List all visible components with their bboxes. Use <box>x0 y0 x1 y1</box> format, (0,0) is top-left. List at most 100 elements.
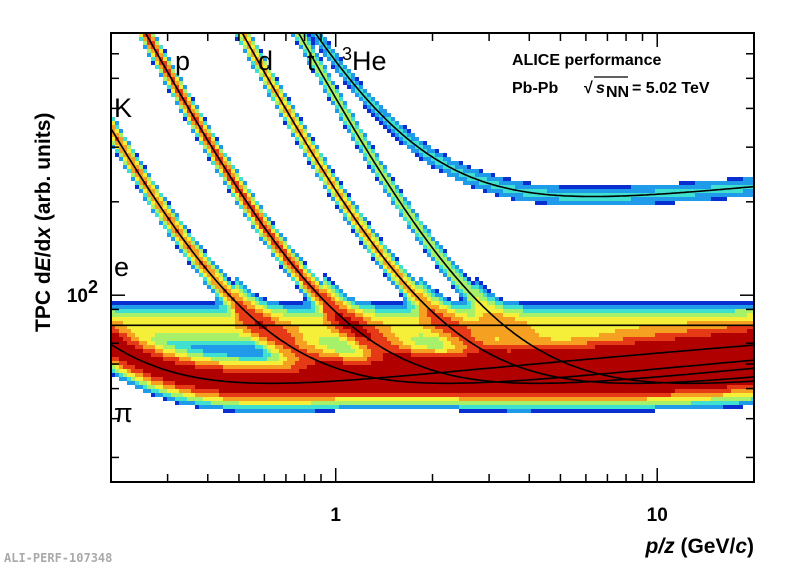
heatmap-cell <box>131 381 135 385</box>
heatmap-cell <box>495 337 499 341</box>
heatmap-cell <box>439 261 443 265</box>
heatmap-cell <box>371 97 375 101</box>
heatmap-cell <box>283 321 287 325</box>
heatmap-cell <box>275 365 279 369</box>
heatmap-cell <box>403 269 407 273</box>
heatmap-cell <box>559 317 563 321</box>
heatmap-cell <box>155 357 159 361</box>
heatmap-cell <box>415 137 419 141</box>
heatmap-cell <box>463 317 467 321</box>
heatmap-cell <box>359 149 363 153</box>
heatmap-cell <box>239 289 243 293</box>
heatmap-cell <box>267 405 271 409</box>
heatmap-cell <box>399 129 403 133</box>
heatmap-cell <box>583 309 587 313</box>
heatmap-cell <box>595 189 599 193</box>
heatmap-cell <box>191 369 195 373</box>
heatmap-cell <box>443 349 447 353</box>
heatmap-cell <box>227 277 231 281</box>
heatmap-cell <box>155 301 159 305</box>
heatmap-cell <box>419 341 423 345</box>
heatmap-cell <box>331 313 335 317</box>
heatmap-cell <box>367 245 371 249</box>
heatmap-cell <box>319 401 323 405</box>
heatmap-cell <box>271 253 275 257</box>
heatmap-cell <box>339 361 343 365</box>
heatmap-cell <box>207 337 211 341</box>
heatmap-cell <box>459 269 463 273</box>
heatmap-cell <box>375 393 379 397</box>
heatmap-cell <box>367 333 371 337</box>
heatmap-cell <box>111 321 115 325</box>
heatmap-cell <box>263 329 267 333</box>
heatmap-cell <box>159 201 163 205</box>
heatmap-cell <box>335 301 339 305</box>
heatmap-cell <box>183 233 187 237</box>
heatmap-cell <box>575 201 579 205</box>
heatmap-cell <box>315 389 319 393</box>
heatmap-cell <box>515 353 519 357</box>
heatmap-cell <box>495 361 499 365</box>
heatmap-cell <box>411 389 415 393</box>
heatmap-cell <box>299 377 303 381</box>
heatmap-cell <box>375 381 379 385</box>
heatmap-cell <box>371 369 375 373</box>
heatmap-cell <box>427 361 431 365</box>
heatmap-cell <box>523 385 527 389</box>
heatmap-cell <box>175 97 179 101</box>
heatmap-cell <box>555 325 559 329</box>
heatmap-cell <box>403 389 407 393</box>
heatmap-cell <box>455 285 459 289</box>
heatmap-cell <box>163 201 167 205</box>
heatmap-cell <box>239 357 243 361</box>
heatmap-cell <box>375 401 379 405</box>
heatmap-cell <box>511 317 515 321</box>
heatmap-cell <box>443 161 447 165</box>
heatmap-cell <box>571 197 575 201</box>
heatmap-cell <box>359 353 363 357</box>
heatmap-cell <box>255 341 259 345</box>
heatmap-cell <box>363 333 367 337</box>
heatmap-cell <box>239 409 243 413</box>
heatmap-cell <box>259 389 263 393</box>
heatmap-cell <box>315 289 319 293</box>
heatmap-cell <box>403 321 407 325</box>
heatmap-cell <box>319 289 323 293</box>
heatmap-cell <box>587 341 591 345</box>
heatmap-cell <box>227 185 231 189</box>
heatmap-cell <box>195 345 199 349</box>
heatmap-cell <box>151 33 155 37</box>
heatmap-cell <box>471 177 475 181</box>
heatmap-cell <box>167 337 171 341</box>
heatmap-cell <box>423 241 427 245</box>
heatmap-cell <box>303 317 307 321</box>
heatmap-cell <box>583 321 587 325</box>
heatmap-cell <box>295 285 299 289</box>
heatmap-cell <box>519 333 523 337</box>
heatmap-cell <box>347 345 351 349</box>
heatmap-cell <box>223 345 227 349</box>
heatmap-cell <box>307 369 311 373</box>
heatmap-cell <box>507 397 511 401</box>
heatmap-cell <box>567 409 571 413</box>
heatmap-cell <box>327 377 331 381</box>
heatmap-cell <box>163 361 167 365</box>
heatmap-cell <box>511 397 515 401</box>
heatmap-cell <box>159 393 163 397</box>
heatmap-cell <box>475 377 479 381</box>
heatmap-cell <box>223 157 227 161</box>
heatmap-cell <box>283 401 287 405</box>
heatmap-cell <box>207 153 211 157</box>
heatmap-cell <box>519 357 523 361</box>
heatmap-cell <box>415 357 419 361</box>
heatmap-cell <box>151 57 155 61</box>
heatmap-cell <box>155 45 159 49</box>
heatmap-cell <box>431 341 435 345</box>
heatmap-cell <box>291 277 295 281</box>
heatmap-cell <box>551 313 555 317</box>
heatmap-cell <box>435 329 439 333</box>
heatmap-cell <box>259 405 263 409</box>
heatmap-cell <box>135 341 139 345</box>
heatmap-cell <box>251 297 255 301</box>
heatmap-cell <box>231 333 235 337</box>
